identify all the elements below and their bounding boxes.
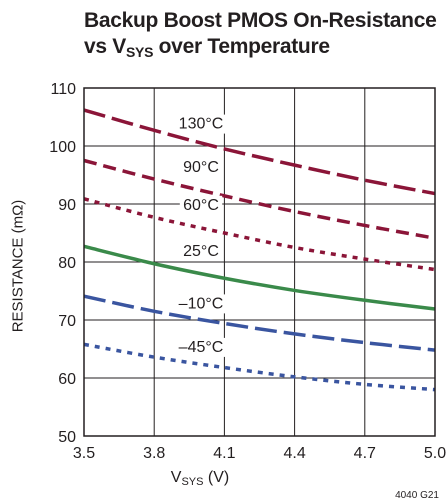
y-tick-label: 100 <box>49 139 76 156</box>
y-tick-label: 90 <box>58 197 76 214</box>
x-axis-label: VSYS (V) <box>140 469 260 488</box>
series-label: 60°C <box>183 197 219 214</box>
series-label-bg <box>175 337 227 357</box>
y-tick-label: 80 <box>58 255 76 272</box>
series-line <box>83 342 436 392</box>
series-line <box>83 244 436 311</box>
y-tick-label: 110 <box>50 81 76 98</box>
series-line <box>83 158 436 240</box>
title-prefix: vs V <box>84 35 126 58</box>
x-tick-label: 5.0 <box>424 445 446 462</box>
x-axis-label-main: V <box>170 469 182 486</box>
series-label: 90°C <box>183 159 219 176</box>
figure-id: 4040 G21 <box>395 490 439 501</box>
series-line <box>83 294 436 352</box>
plot-frame <box>83 87 436 437</box>
x-tick-label: 4.1 <box>213 445 235 462</box>
y-tick-label: 50 <box>58 429 76 446</box>
grid-lines <box>84 88 435 436</box>
series-label: –10°C <box>179 295 224 312</box>
series-line <box>83 197 436 272</box>
series-labels-layer: 130°C 90°C 60°C 25°C –10°C –45°C <box>175 114 227 357</box>
series-label: 25°C <box>183 243 219 260</box>
series-label: –45°C <box>179 339 224 356</box>
y-tick-label: 60 <box>58 371 76 388</box>
series-label-bg <box>179 195 223 215</box>
series-label-bg <box>179 158 223 178</box>
series-layer <box>83 108 436 392</box>
y-tick-labels: 50 60 70 80 90 100 110 <box>49 81 76 446</box>
series-label-bg <box>179 242 223 262</box>
y-axis-label-text: RESISTANCE (mΩ) <box>9 199 27 333</box>
chart-title-line-1: Backup Boost PMOS On-Resistance <box>84 9 437 32</box>
chart-title-line-2: vs VSYS over Temperature <box>84 34 447 60</box>
x-tick-label: 4.7 <box>354 445 376 462</box>
x-axis-label-subscript: SYS <box>181 476 204 488</box>
x-axis-label-suffix: (V) <box>203 469 230 486</box>
series-label-bg <box>175 294 227 314</box>
x-tick-label: 3.8 <box>143 445 165 462</box>
series-label: 130°C <box>179 116 224 133</box>
title-suffix: over Temperature <box>153 35 330 58</box>
x-tick-labels: 3.5 3.8 4.1 4.4 4.7 5.0 <box>73 445 446 462</box>
chart-title: Backup Boost PMOS On-Resistance vs VSYS … <box>84 8 447 60</box>
series-label-bg <box>175 114 227 134</box>
y-tick-label: 70 <box>58 313 76 330</box>
x-tick-label: 3.5 <box>73 445 95 462</box>
x-tick-label: 4.4 <box>283 445 305 462</box>
series-line <box>83 108 436 196</box>
title-subscript: SYS <box>126 44 154 60</box>
